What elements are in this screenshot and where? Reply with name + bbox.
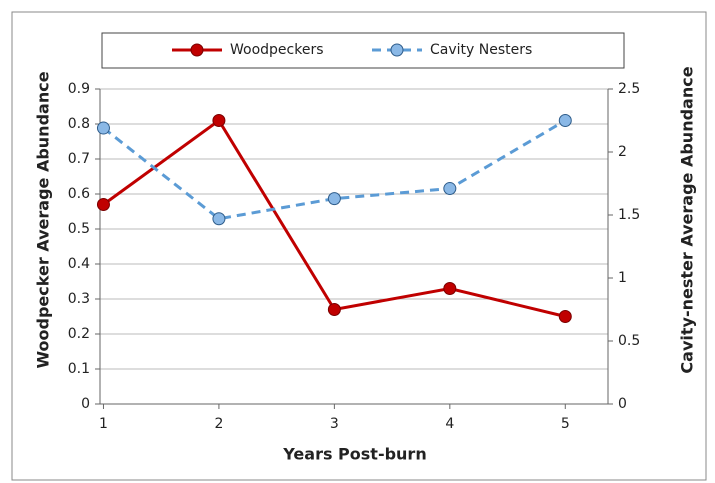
y-axis-title: Woodpecker Average Abundance [34,71,53,368]
y2-tick-label: 1.5 [618,207,640,223]
point [212,114,226,127]
x-tick-label: 2 [214,416,223,432]
y-tick-label: 0.7 [68,151,90,167]
point [327,303,341,316]
y-tick-label: 0.6 [68,186,90,202]
point [558,310,572,323]
y2-tick-label: 0 [618,396,627,412]
x-axis-title: Years Post-burn [282,445,426,464]
y-tick-label: 0.1 [68,361,90,377]
x-tick-label: 4 [445,416,454,432]
point [558,114,572,127]
point [96,198,110,211]
legend-marker [390,43,404,57]
legend-label: Woodpeckers [230,42,324,58]
point [443,182,457,196]
chart-frame [11,11,707,481]
x-tick-label: 3 [330,416,339,432]
y-tick-label: 0.2 [68,326,90,342]
x-tick-label: 5 [561,416,570,432]
point [443,282,457,295]
y2-tick-label: 1 [618,270,627,286]
legend-label: Cavity Nesters [430,42,532,58]
point [96,121,110,135]
point [212,212,226,226]
y-tick-label: 0.8 [68,116,90,132]
y-tick-label: 0.4 [68,256,90,272]
y-tick-label: 0 [81,396,90,412]
point [327,192,341,206]
x-tick-label: 1 [99,416,108,432]
legend-marker [190,43,204,57]
y-tick-label: 0.9 [68,81,90,97]
y-tick-label: 0.3 [68,291,90,307]
y2-tick-label: 0.5 [618,333,640,349]
series-line [102,119,567,221]
y2-tick-label: 2.5 [618,81,640,97]
y2-tick-label: 2 [618,144,627,160]
y2-axis-title: Cavity-nester Average Abundance [678,66,697,373]
y-tick-label: 0.5 [68,221,90,237]
